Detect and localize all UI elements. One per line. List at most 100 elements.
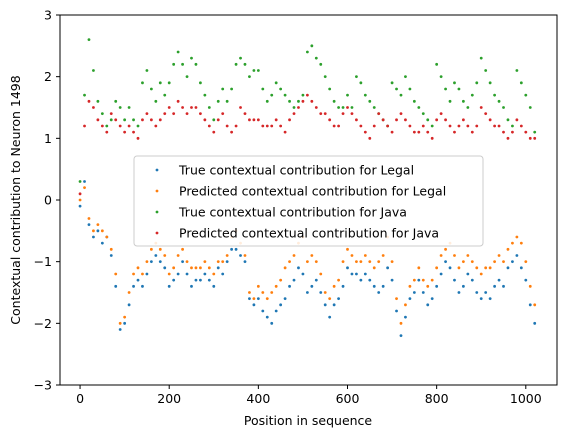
data-point-series-0-66 — [372, 284, 376, 288]
data-point-series-1-32 — [221, 260, 225, 264]
data-point-series-1-65 — [368, 260, 372, 264]
data-point-series-3-21 — [172, 112, 176, 116]
data-point-series-0-16 — [149, 260, 153, 264]
data-point-series-2-100 — [524, 93, 528, 97]
data-point-series-1-10 — [123, 315, 127, 319]
data-point-series-0-61 — [350, 272, 354, 276]
data-point-series-3-17 — [154, 124, 158, 128]
data-point-series-3-75 — [412, 130, 416, 134]
data-point-series-1-90 — [479, 272, 483, 276]
data-point-series-2-32 — [221, 87, 225, 91]
data-point-series-3-52 — [310, 99, 314, 103]
data-point-series-3-88 — [470, 130, 474, 134]
data-point-series-2-99 — [519, 81, 523, 85]
data-point-series-2-17 — [154, 99, 158, 103]
x-tick-label-2: 400 — [246, 391, 270, 406]
data-point-series-0-57 — [332, 303, 336, 307]
data-point-series-2-74 — [408, 87, 412, 91]
data-point-series-1-30 — [212, 272, 216, 276]
data-point-series-0-82 — [444, 260, 447, 264]
data-point-series-2-41 — [261, 87, 265, 91]
data-point-series-3-64 — [363, 130, 367, 134]
data-point-series-3-80 — [435, 118, 439, 122]
data-point-series-3-16 — [149, 118, 153, 122]
points-layer — [78, 38, 537, 338]
data-point-series-2-35 — [234, 62, 238, 66]
data-point-series-2-31 — [216, 99, 220, 103]
data-point-series-0-48 — [292, 278, 296, 282]
data-point-series-0-71 — [395, 309, 398, 313]
data-point-series-0-70 — [390, 278, 394, 282]
data-point-series-2-102 — [533, 130, 537, 134]
data-point-series-0-43 — [270, 321, 274, 325]
data-point-series-1-102 — [533, 303, 537, 307]
data-point-series-0-81 — [439, 272, 443, 276]
data-point-series-1-68 — [381, 254, 385, 257]
data-point-series-3-32 — [221, 112, 225, 116]
data-point-series-2-88 — [470, 93, 474, 97]
data-point-series-1-87 — [466, 254, 470, 257]
data-point-series-3-97 — [511, 130, 514, 134]
data-point-series-0-4 — [96, 229, 100, 233]
data-point-series-3-34 — [230, 130, 234, 134]
y-tick-label-0: −3 — [34, 378, 52, 393]
data-point-series-0-84 — [453, 278, 456, 282]
data-point-series-0-8 — [114, 284, 118, 288]
data-point-series-0-28 — [203, 272, 207, 276]
legend-marker-java-predicted — [155, 231, 159, 235]
data-point-series-1-82 — [444, 247, 447, 251]
data-point-series-2-97 — [511, 124, 514, 128]
legend-label-legal-predicted: Predicted contextual contribution for Le… — [179, 184, 446, 199]
data-point-series-3-10 — [123, 130, 127, 134]
data-point-series-3-3 — [92, 106, 95, 109]
data-point-series-2-22 — [176, 50, 180, 54]
data-point-series-1-60 — [346, 247, 349, 251]
data-point-series-0-2 — [87, 223, 91, 227]
data-point-series-0-34 — [230, 247, 234, 251]
data-point-series-0-20 — [167, 284, 171, 288]
data-point-series-0-93 — [493, 284, 496, 288]
data-point-series-2-40 — [256, 69, 260, 72]
data-point-series-0-83 — [448, 266, 452, 270]
data-point-series-2-47 — [288, 99, 291, 103]
data-point-series-3-102 — [533, 136, 537, 140]
data-point-series-2-80 — [435, 62, 439, 66]
data-point-series-2-87 — [466, 106, 470, 109]
data-point-series-1-77 — [421, 278, 425, 282]
data-point-series-0-1 — [83, 180, 86, 183]
data-point-series-2-77 — [421, 112, 425, 116]
data-point-series-1-15 — [145, 260, 149, 264]
data-point-series-0-0 — [78, 204, 82, 208]
x-tick-label-5: 1000 — [510, 391, 542, 406]
data-point-series-2-33 — [225, 99, 229, 103]
data-point-series-1-62 — [355, 260, 358, 264]
y-tick-label-1: −2 — [34, 316, 52, 331]
data-point-series-1-22 — [176, 254, 180, 257]
data-point-series-0-22 — [176, 272, 180, 276]
data-point-series-3-27 — [199, 112, 202, 116]
data-point-series-0-94 — [497, 278, 501, 282]
data-point-series-0-37 — [243, 260, 247, 264]
data-point-series-2-36 — [239, 56, 242, 60]
data-point-series-1-98 — [515, 235, 519, 239]
data-point-series-1-46 — [283, 266, 287, 270]
data-point-series-3-0 — [78, 192, 82, 196]
data-point-series-3-33 — [225, 124, 229, 128]
data-point-series-0-38 — [248, 297, 251, 301]
data-point-series-3-100 — [524, 130, 528, 134]
data-point-series-0-96 — [506, 266, 510, 270]
data-point-series-3-28 — [203, 118, 207, 122]
data-point-series-0-59 — [341, 284, 345, 288]
data-point-series-3-25 — [190, 106, 193, 109]
data-point-series-1-19 — [163, 254, 167, 257]
data-point-series-1-100 — [524, 260, 528, 264]
x-tick-label-0: 0 — [76, 391, 84, 406]
data-point-series-0-101 — [528, 303, 532, 307]
data-point-series-2-54 — [319, 62, 323, 66]
data-point-series-1-16 — [149, 247, 153, 251]
data-point-series-2-75 — [412, 99, 416, 103]
data-point-series-0-56 — [328, 315, 332, 319]
data-point-series-2-39 — [252, 69, 256, 72]
data-point-series-0-62 — [355, 272, 358, 276]
data-point-series-3-53 — [314, 106, 318, 109]
